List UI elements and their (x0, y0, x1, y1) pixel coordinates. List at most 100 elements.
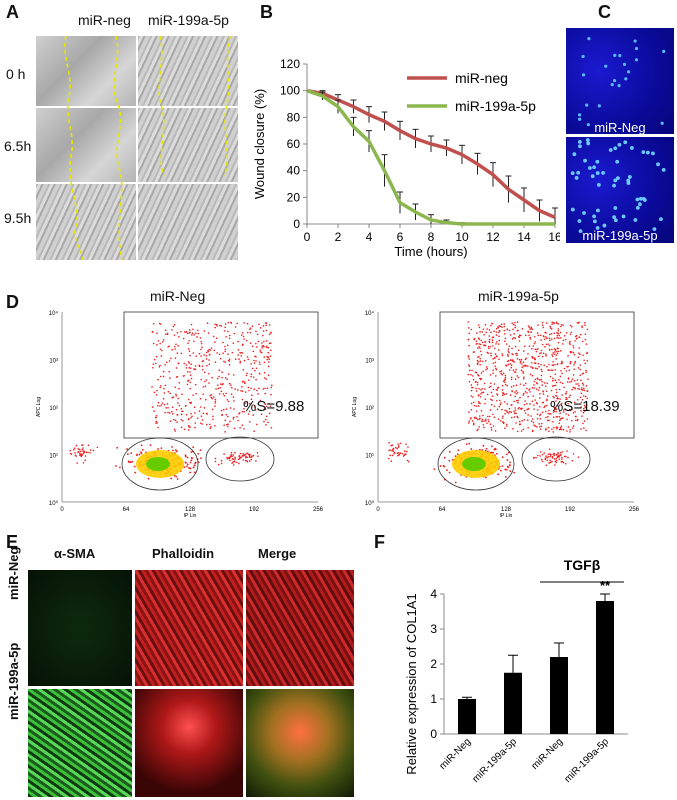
event-dot (515, 390, 518, 392)
event-dot (582, 411, 585, 414)
event-dot (553, 406, 555, 409)
event-dot (506, 360, 509, 363)
event-dot (477, 337, 480, 339)
event-dot (481, 360, 484, 363)
event-dot (508, 464, 511, 467)
event-dot (569, 381, 571, 383)
event-dot (195, 355, 198, 357)
nucleus (630, 146, 634, 150)
event-dot (555, 388, 558, 391)
event-dot (228, 457, 231, 460)
event-dot (89, 449, 92, 451)
nucleus (661, 167, 666, 172)
event-dot (232, 458, 235, 460)
event-dot (581, 415, 583, 417)
event-dot (248, 454, 251, 457)
event-dot (547, 343, 549, 345)
event-dot (546, 395, 549, 397)
event-dot (192, 466, 195, 469)
event-dot (206, 364, 208, 367)
event-dot (571, 427, 574, 429)
nucleus (581, 73, 586, 77)
event-dot (174, 419, 177, 422)
nucleus (602, 223, 607, 228)
event-dot (243, 322, 245, 324)
event-dot (194, 426, 196, 429)
event-dot (509, 461, 511, 464)
event-dot (224, 431, 226, 433)
event-dot (265, 418, 267, 421)
event-dot (224, 419, 227, 422)
event-dot (467, 355, 470, 357)
event-dot (501, 384, 504, 387)
event-dot (498, 358, 500, 361)
event-dot (535, 402, 538, 404)
event-dot (491, 339, 494, 342)
event-dot (531, 355, 533, 358)
nucleus (578, 144, 582, 149)
event-dot (218, 375, 220, 378)
event-dot (476, 381, 479, 384)
event-dot (477, 360, 480, 363)
event-dot (191, 415, 193, 418)
merge-neg-image (246, 570, 354, 686)
event-dot (156, 332, 158, 335)
s-phase-annotation: %S=9.88 (243, 398, 305, 415)
event-dot (515, 368, 517, 371)
event-dot (497, 418, 500, 420)
event-dot (556, 337, 558, 339)
event-dot (231, 386, 233, 389)
event-dot (182, 420, 184, 422)
event-dot (234, 388, 236, 390)
event-dot (563, 455, 566, 458)
event-dot (253, 388, 256, 390)
event-dot (252, 376, 255, 378)
nucleus (633, 218, 638, 222)
micrograph (36, 36, 136, 106)
event-dot (160, 447, 163, 449)
event-dot (533, 380, 536, 383)
event-dot (208, 359, 210, 361)
event-dot (584, 324, 586, 326)
event-dot (585, 385, 588, 387)
event-dot (163, 392, 166, 394)
event-dot (539, 392, 541, 395)
event-dot (208, 363, 211, 366)
event-dot (545, 336, 547, 338)
event-dot (521, 407, 523, 410)
event-dot (509, 470, 512, 473)
event-dot (559, 454, 561, 457)
nucleus (627, 175, 632, 179)
event-dot (561, 360, 563, 363)
event-dot (190, 377, 193, 380)
event-dot (539, 455, 541, 457)
event-dot (232, 374, 235, 376)
y-tick-label: 120 (280, 57, 300, 71)
event-dot (439, 465, 442, 467)
group-label: TGFβ (564, 557, 601, 573)
event-dot (480, 393, 482, 395)
event-dot (557, 341, 560, 344)
event-dot (237, 349, 240, 351)
event-dot (224, 376, 227, 379)
event-dot (555, 459, 558, 462)
event-dot (189, 467, 192, 470)
event-dot (204, 380, 206, 383)
event-dot (244, 453, 247, 456)
x-axis-label: IP Lin (500, 513, 513, 518)
event-dot (565, 413, 567, 415)
event-dot (477, 405, 480, 407)
event-dot (174, 386, 177, 388)
event-dot (538, 423, 541, 425)
event-dot (551, 457, 554, 459)
nucleus (641, 197, 646, 201)
event-dot (584, 395, 587, 398)
event-dot (582, 395, 585, 397)
event-dot (487, 347, 490, 350)
event-dot (168, 370, 170, 373)
event-dot (486, 351, 489, 354)
event-dot (504, 381, 506, 384)
nucleus (656, 162, 660, 167)
event-dot (540, 368, 543, 371)
